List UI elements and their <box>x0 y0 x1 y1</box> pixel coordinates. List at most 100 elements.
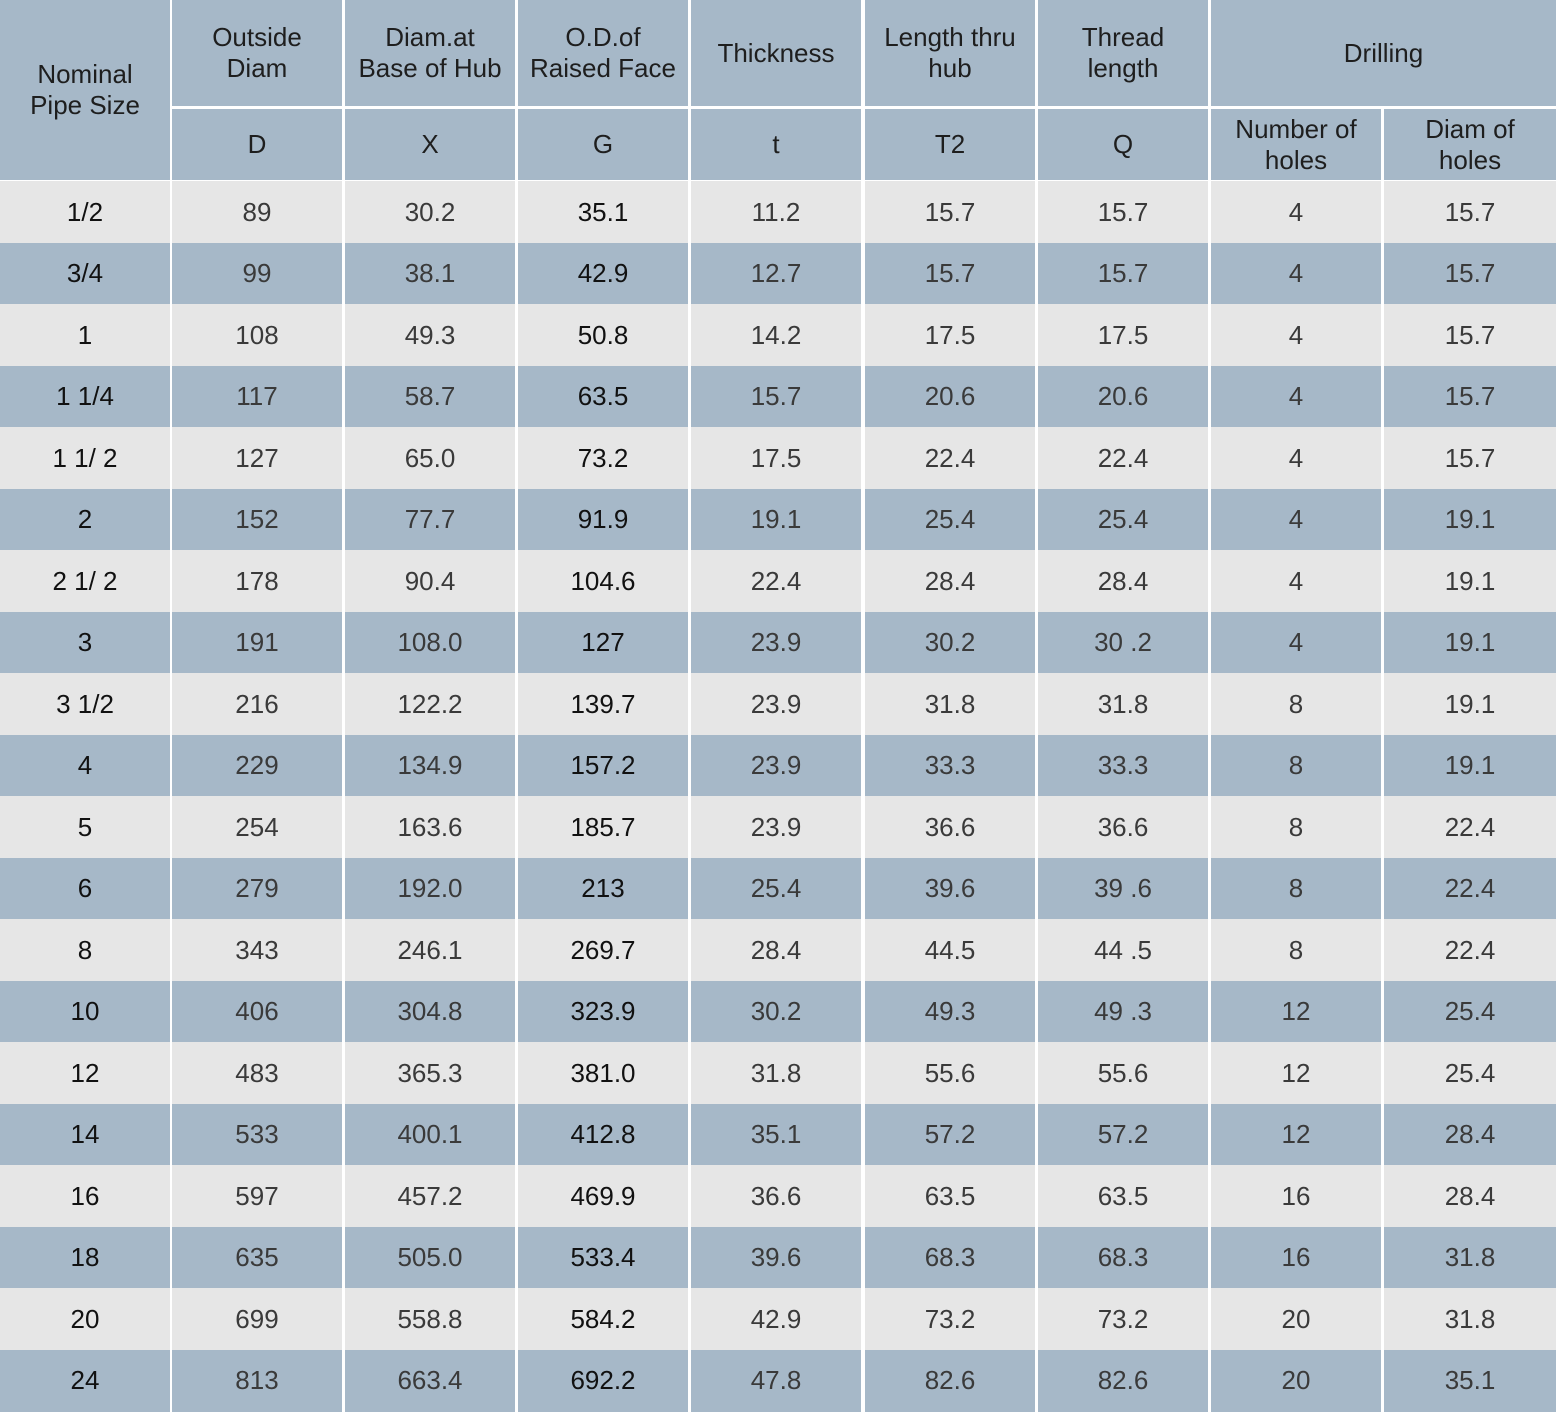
table-cell: 4 <box>1211 488 1381 551</box>
table-cell: 10 <box>0 980 170 1043</box>
table-cell: 50.8 <box>518 304 688 366</box>
table-cell: 122.2 <box>345 673 515 735</box>
table-cell: 635 <box>172 1226 342 1289</box>
table-cell: 381.0 <box>518 1042 688 1104</box>
table-cell: 49 .3 <box>1038 980 1208 1043</box>
table-cell: 469.9 <box>518 1165 688 1227</box>
table-cell: 597 <box>172 1165 342 1227</box>
table-cell: 22.4 <box>1384 796 1556 858</box>
table-cell: 30.2 <box>865 611 1035 674</box>
table-cell: 15.7 <box>865 242 1035 305</box>
table-cell: 15.7 <box>1384 242 1556 305</box>
table-cell: 1 1/4 <box>0 365 170 428</box>
table-cell: 254 <box>172 796 342 858</box>
table-cell: 31.8 <box>1384 1226 1556 1289</box>
table-cell: 28.4 <box>1384 1165 1556 1227</box>
header-symbol: G <box>518 109 688 180</box>
table-cell: 8 <box>0 919 170 981</box>
table-cell: 483 <box>172 1042 342 1104</box>
table-cell: 108 <box>172 304 342 366</box>
table-cell: 47.8 <box>691 1349 861 1412</box>
table-cell: 14.2 <box>691 304 861 366</box>
table-cell: 127 <box>518 611 688 674</box>
table-cell: 4 <box>1211 611 1381 674</box>
table-cell: 31.8 <box>1038 673 1208 735</box>
table-cell: 49.3 <box>345 304 515 366</box>
table-cell: 14 <box>0 1103 170 1166</box>
table-cell: 505.0 <box>345 1226 515 1289</box>
table-cell: 4 <box>1211 181 1381 243</box>
table-cell: 279 <box>172 857 342 920</box>
table-cell: 73.2 <box>518 427 688 489</box>
table-cell: 400.1 <box>345 1103 515 1166</box>
header-cell: Nominal Pipe Size <box>0 0 170 180</box>
table-cell: 44 .5 <box>1038 919 1208 981</box>
table-cell: 19.1 <box>1384 488 1556 551</box>
table-cell: 28.4 <box>1384 1103 1556 1166</box>
table-cell: 4 <box>0 734 170 797</box>
table-cell: 213 <box>518 857 688 920</box>
table-cell: 57.2 <box>1038 1103 1208 1166</box>
table-cell: 457.2 <box>345 1165 515 1227</box>
table-cell: 3 <box>0 611 170 674</box>
table-cell: 42.9 <box>691 1288 861 1350</box>
table-cell: 18 <box>0 1226 170 1289</box>
table-cell: 12 <box>1211 1103 1381 1166</box>
table-cell: 17.5 <box>865 304 1035 366</box>
table-cell: 19.1 <box>1384 673 1556 735</box>
table-cell: 1/2 <box>0 181 170 243</box>
table-cell: 25.4 <box>865 488 1035 551</box>
table-cell: 19.1 <box>1384 734 1556 797</box>
table-cell: 55.6 <box>1038 1042 1208 1104</box>
table-cell: 58.7 <box>345 365 515 428</box>
table-cell: 55.6 <box>865 1042 1035 1104</box>
table-cell: 20 <box>1211 1288 1381 1350</box>
table-cell: 36.6 <box>865 796 1035 858</box>
table-cell: 39.6 <box>691 1226 861 1289</box>
table-cell: 68.3 <box>865 1226 1035 1289</box>
table-cell: 584.2 <box>518 1288 688 1350</box>
table-cell: 63.5 <box>518 365 688 428</box>
table-cell: 15.7 <box>1384 365 1556 428</box>
header-group: Drilling <box>1211 0 1556 106</box>
table-cell: 269.7 <box>518 919 688 981</box>
table-cell: 20.6 <box>865 365 1035 428</box>
table-cell: 246.1 <box>345 919 515 981</box>
table-cell: 558.8 <box>345 1288 515 1350</box>
table-cell: 19.1 <box>691 488 861 551</box>
table-cell: 3 1/2 <box>0 673 170 735</box>
table-cell: 49.3 <box>865 980 1035 1043</box>
table-cell: 152 <box>172 488 342 551</box>
header-symbol: T2 <box>865 109 1035 180</box>
table-cell: 22.4 <box>1384 919 1556 981</box>
table-cell: 91.9 <box>518 488 688 551</box>
table-cell: 25.4 <box>691 857 861 920</box>
table-cell: 412.8 <box>518 1103 688 1166</box>
table-cell: 30 .2 <box>1038 611 1208 674</box>
table-cell: 8 <box>1211 796 1381 858</box>
table-cell: 16 <box>1211 1165 1381 1227</box>
table-cell: 15.7 <box>865 181 1035 243</box>
table-cell: 104.6 <box>518 550 688 612</box>
table-cell: 117 <box>172 365 342 428</box>
table-cell: 2 1/ 2 <box>0 550 170 612</box>
table-cell: 73.2 <box>1038 1288 1208 1350</box>
table-cell: 8 <box>1211 673 1381 735</box>
table-cell: 20 <box>1211 1349 1381 1412</box>
table-cell: 22.4 <box>865 427 1035 489</box>
table-cell: 23.9 <box>691 611 861 674</box>
table-cell: 68.3 <box>1038 1226 1208 1289</box>
table-cell: 36.6 <box>691 1165 861 1227</box>
table-cell: 12.7 <box>691 242 861 305</box>
table-cell: 4 <box>1211 365 1381 428</box>
table-cell: 185.7 <box>518 796 688 858</box>
header-symbol: t <box>691 109 861 180</box>
table-cell: 99 <box>172 242 342 305</box>
table-cell: 25.4 <box>1384 1042 1556 1104</box>
table-cell: 699 <box>172 1288 342 1350</box>
table-cell: 63.5 <box>1038 1165 1208 1227</box>
table-cell: 28.4 <box>1038 550 1208 612</box>
header-cell: Outside Diam <box>172 0 342 106</box>
table-cell: 163.6 <box>345 796 515 858</box>
